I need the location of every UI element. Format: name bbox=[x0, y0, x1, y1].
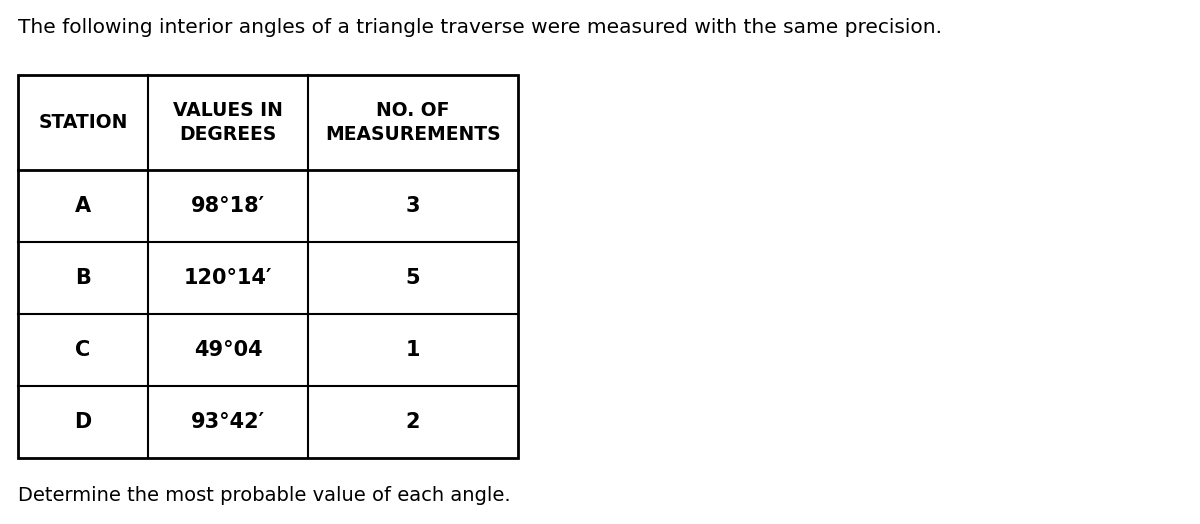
Text: 49°04: 49°04 bbox=[193, 340, 263, 360]
Text: STATION: STATION bbox=[38, 113, 127, 132]
Text: B: B bbox=[76, 268, 91, 288]
Text: 2: 2 bbox=[406, 412, 420, 432]
Text: D: D bbox=[74, 412, 91, 432]
Text: The following interior angles of a triangle traverse were measured with the same: The following interior angles of a trian… bbox=[18, 18, 942, 37]
Text: NO. OF
MEASUREMENTS: NO. OF MEASUREMENTS bbox=[325, 101, 500, 145]
Text: 120°14′: 120°14′ bbox=[184, 268, 272, 288]
Text: A: A bbox=[74, 196, 91, 216]
Text: 5: 5 bbox=[406, 268, 420, 288]
Text: 93°42′: 93°42′ bbox=[191, 412, 265, 432]
Text: 98°18′: 98°18′ bbox=[191, 196, 265, 216]
Text: C: C bbox=[76, 340, 91, 360]
Text: 1: 1 bbox=[406, 340, 420, 360]
Text: 3: 3 bbox=[406, 196, 420, 216]
Text: VALUES IN
DEGREES: VALUES IN DEGREES bbox=[173, 101, 283, 145]
Text: Determine the most probable value of each angle.: Determine the most probable value of eac… bbox=[18, 486, 511, 505]
Bar bbox=[18, 75, 518, 458]
